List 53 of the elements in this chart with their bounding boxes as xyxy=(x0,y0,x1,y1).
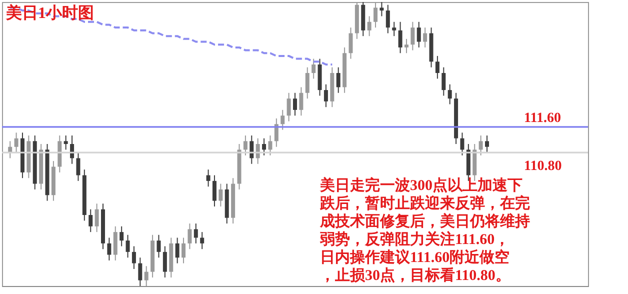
candlestick xyxy=(14,132,18,154)
candlestick xyxy=(200,232,204,250)
candlestick xyxy=(76,152,80,182)
candlestick xyxy=(132,246,136,270)
candlestick xyxy=(410,21,415,51)
candlestick xyxy=(404,38,408,54)
candlestick xyxy=(435,55,440,80)
candlestick xyxy=(94,203,99,233)
candlestick xyxy=(212,174,216,207)
annotation: 111.60 xyxy=(524,110,561,126)
candlestick xyxy=(206,169,210,188)
candlestick xyxy=(460,132,464,156)
candlestick xyxy=(262,138,266,156)
text: 110.80 xyxy=(524,159,562,174)
candlestick xyxy=(243,134,248,156)
candlestick xyxy=(175,237,180,264)
candlestick xyxy=(423,27,428,48)
candlestick xyxy=(478,134,483,156)
candlestick xyxy=(392,21,396,37)
candlestick xyxy=(188,223,192,250)
candlestick xyxy=(138,257,142,286)
candlestick xyxy=(293,92,297,116)
candlestick xyxy=(312,58,316,80)
chart-title: 美日1小时图 xyxy=(5,3,94,22)
candlestick xyxy=(162,246,167,278)
candlestick xyxy=(380,2,384,17)
candlestick xyxy=(182,237,186,264)
candlestick xyxy=(386,4,390,34)
candlestick xyxy=(218,183,223,207)
candlestick xyxy=(194,223,198,244)
annotation: 美日走完一波300点以上加速下跌后，暂时止跌迎来反弹，在完成技术面修复后，美日仍将维持弱势，反弹阻力关注111.60，日内操作建议111.60附近做空，止损30点，目标看110.80。 xyxy=(319,176,530,284)
candlestick xyxy=(268,134,272,156)
candlestick xyxy=(113,226,118,261)
candlestick xyxy=(336,66,340,94)
candlestick xyxy=(324,84,328,108)
candlestick xyxy=(485,134,489,154)
candlestick xyxy=(280,109,285,130)
candlestick xyxy=(126,234,130,258)
candlestick xyxy=(367,16,372,37)
candlestick xyxy=(305,66,310,100)
candlestick xyxy=(156,234,161,258)
candlestick xyxy=(64,134,68,150)
candlestick xyxy=(442,66,446,96)
candlestick xyxy=(398,21,402,54)
candlestick xyxy=(286,92,291,122)
candlestick xyxy=(120,226,124,247)
candlestick xyxy=(88,208,93,233)
candlestick xyxy=(107,237,112,261)
candlestick xyxy=(348,27,353,60)
candlestick xyxy=(448,84,452,105)
candlestick xyxy=(299,86,304,116)
candlestick xyxy=(416,21,421,48)
candlestick xyxy=(144,266,148,286)
